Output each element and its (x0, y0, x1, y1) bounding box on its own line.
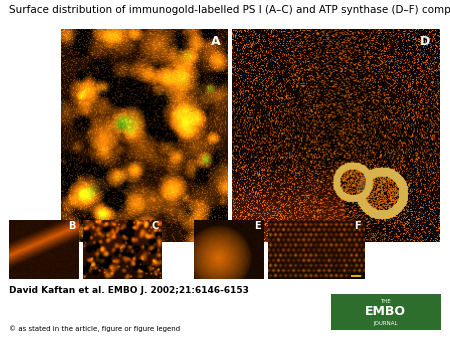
Text: D: D (420, 35, 431, 48)
Text: A: A (211, 35, 220, 48)
Text: Surface distribution of immunogold-labelled PS I (A–C) and ATP synthase (D–F) co: Surface distribution of immunogold-label… (9, 5, 450, 15)
Text: THE: THE (381, 299, 391, 304)
Bar (331, 294, 441, 330)
Text: C: C (152, 221, 159, 232)
Text: JOURNAL: JOURNAL (374, 321, 398, 325)
Text: © as stated in the article, figure or figure legend: © as stated in the article, figure or fi… (9, 325, 180, 332)
Text: EMBO: EMBO (365, 305, 406, 318)
Text: E: E (254, 221, 261, 232)
Text: David Kaftan et al. EMBO J. 2002;21:6146-6153: David Kaftan et al. EMBO J. 2002;21:6146… (9, 286, 249, 295)
Text: F: F (354, 221, 360, 232)
Text: B: B (68, 221, 76, 232)
